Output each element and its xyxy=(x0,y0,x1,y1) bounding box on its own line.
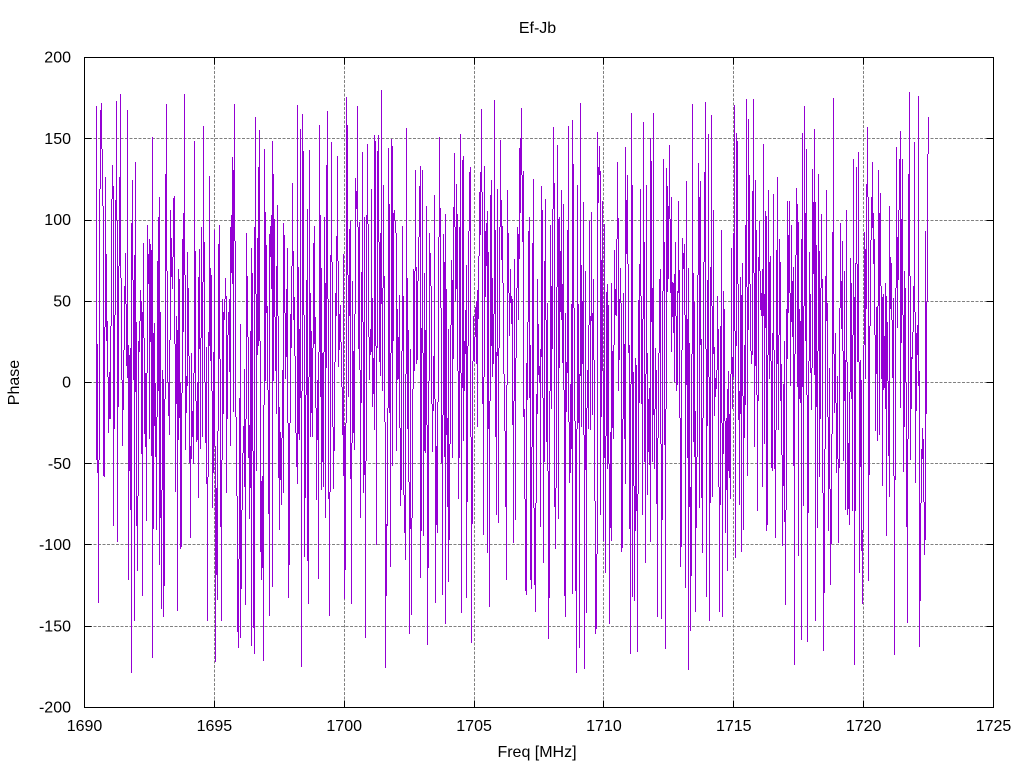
svg-text:100: 100 xyxy=(44,212,71,229)
svg-text:1720: 1720 xyxy=(846,718,882,735)
svg-text:Ef-Jb: Ef-Jb xyxy=(519,20,556,37)
svg-text:Freq [MHz]: Freq [MHz] xyxy=(497,744,576,761)
svg-text:1690: 1690 xyxy=(67,718,103,735)
svg-text:1700: 1700 xyxy=(326,718,362,735)
svg-text:50: 50 xyxy=(53,293,71,310)
svg-text:-100: -100 xyxy=(39,537,71,554)
svg-text:150: 150 xyxy=(44,131,71,148)
svg-text:200: 200 xyxy=(44,50,71,67)
svg-text:-150: -150 xyxy=(39,618,71,635)
svg-text:0: 0 xyxy=(62,375,71,392)
svg-text:-50: -50 xyxy=(48,456,71,473)
svg-text:1715: 1715 xyxy=(716,718,752,735)
svg-text:1695: 1695 xyxy=(197,718,233,735)
svg-text:-200: -200 xyxy=(39,700,71,717)
svg-text:1710: 1710 xyxy=(586,718,622,735)
svg-text:Phase: Phase xyxy=(6,360,23,405)
svg-text:1705: 1705 xyxy=(456,718,492,735)
svg-text:1725: 1725 xyxy=(976,718,1012,735)
